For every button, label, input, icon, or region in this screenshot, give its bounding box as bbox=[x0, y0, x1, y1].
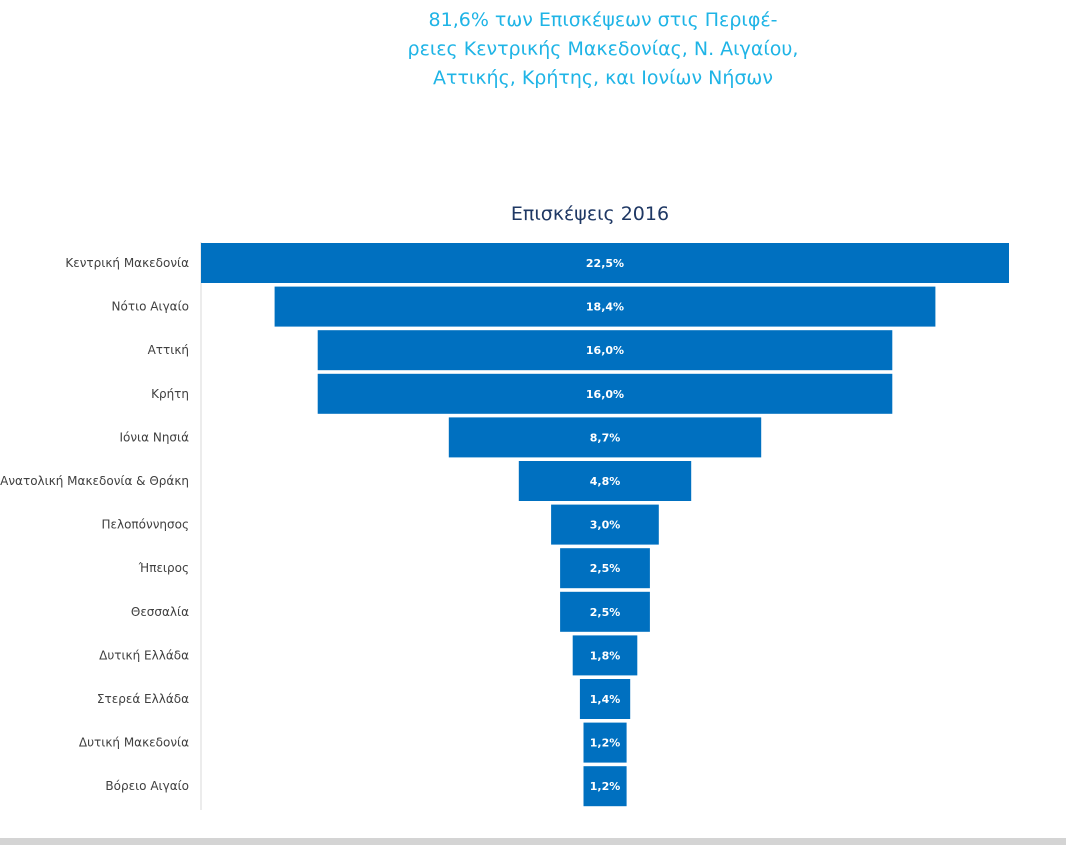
funnel-bar bbox=[274, 286, 936, 327]
category-label: Δυτική Μακεδονία bbox=[79, 736, 189, 750]
funnel-bar bbox=[583, 766, 627, 807]
funnel-bar bbox=[518, 461, 692, 501]
headline-line-2: ρειες Κεντρικής Μακεδονίας, Ν. Αιγαίου, bbox=[407, 38, 799, 60]
funnel-bar bbox=[551, 504, 659, 545]
funnel-bar bbox=[317, 373, 893, 414]
funnel-bar bbox=[448, 417, 762, 458]
funnel-bar bbox=[560, 591, 650, 632]
funnel-bar bbox=[201, 243, 1009, 283]
bar-value-label: 2,5% bbox=[590, 562, 621, 575]
category-label: Ανατολική Μακεδονία & Θράκη bbox=[0, 474, 189, 488]
category-label: Κεντρική Μακεδονία bbox=[65, 256, 189, 270]
funnel-bar bbox=[560, 548, 650, 589]
bar-value-label: 2,5% bbox=[590, 606, 621, 619]
bar-value-label: 16,0% bbox=[586, 388, 624, 401]
bar-value-label: 18,4% bbox=[586, 301, 624, 314]
funnel-bar bbox=[579, 679, 631, 719]
headline-line-3: Αττικής, Κρήτης, και Ιονίων Νήσων bbox=[433, 67, 773, 89]
category-label: Κρήτη bbox=[151, 387, 189, 401]
bar-value-label: 1,8% bbox=[590, 649, 621, 662]
category-label: Ήπειρος bbox=[138, 561, 189, 575]
category-label: Αττική bbox=[148, 343, 189, 357]
funnel-bar bbox=[317, 330, 893, 371]
headline-line-1: 81,6% των Επισκέψεων στις Περιφέ- bbox=[428, 9, 778, 31]
footer-strip bbox=[0, 838, 1066, 845]
funnel-bars: 22,5% Κεντρική Μακεδονία 18,4% Νότιο Αιγαίο… bbox=[0, 243, 1009, 807]
category-label: Βόρειο Αιγαίο bbox=[105, 779, 189, 793]
category-label: Δυτική Ελλάδα bbox=[99, 648, 189, 662]
bar-value-label: 1,4% bbox=[590, 693, 621, 706]
bar-value-label: 1,2% bbox=[590, 737, 621, 750]
category-label: Πελοπόννησος bbox=[101, 518, 189, 532]
headline: 81,6% των Επισκέψεων στις Περιφέ- ρειες … bbox=[383, 6, 823, 93]
bar-value-label: 1,2% bbox=[590, 780, 621, 793]
funnel-bar bbox=[572, 635, 638, 676]
bar-value-label: 4,8% bbox=[590, 475, 621, 488]
bar-value-label: 22,5% bbox=[586, 257, 624, 270]
category-label: Θεσσαλία bbox=[131, 605, 189, 619]
bar-value-label: 3,0% bbox=[590, 519, 621, 532]
category-label: Νότιο Αιγαίο bbox=[112, 300, 189, 314]
category-label: Ιόνια Νησιά bbox=[119, 430, 189, 444]
category-label: Στερεά Ελλάδα bbox=[97, 692, 189, 706]
funnel-bar bbox=[583, 722, 627, 763]
bar-value-label: 16,0% bbox=[586, 344, 624, 357]
bar-value-label: 8,7% bbox=[590, 431, 621, 444]
chart-title: Επισκέψεις 2016 bbox=[510, 203, 670, 225]
